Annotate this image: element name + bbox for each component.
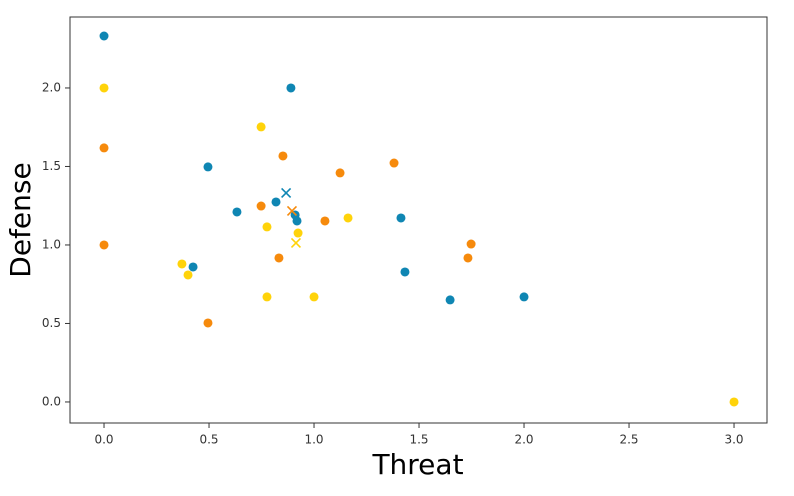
y-tick-label: 0.0 — [42, 394, 61, 408]
y-tick-label: 1.0 — [42, 237, 61, 251]
point — [99, 31, 109, 41]
x-tick-label: 2.5 — [619, 433, 638, 447]
x-tick-label: 0.0 — [94, 433, 113, 447]
y-tick-label: 2.0 — [42, 80, 61, 94]
point-cross — [286, 205, 298, 216]
point — [232, 207, 242, 217]
point-cross — [290, 237, 302, 248]
x-tick-label: 1.5 — [409, 433, 428, 447]
point — [278, 151, 288, 161]
point — [445, 295, 455, 305]
point — [256, 122, 266, 132]
point — [463, 253, 473, 263]
point — [519, 292, 529, 302]
point — [99, 240, 109, 250]
point — [271, 197, 281, 207]
point — [256, 201, 266, 211]
point — [99, 83, 109, 93]
point — [177, 259, 187, 269]
point — [262, 292, 272, 302]
x-axis-title: Threat — [371, 448, 463, 481]
point — [466, 239, 476, 249]
point — [389, 158, 399, 168]
point — [396, 213, 406, 223]
point — [99, 143, 109, 153]
point — [335, 168, 345, 178]
y-axis-title: Defense — [4, 162, 37, 277]
point — [188, 262, 198, 272]
point — [292, 216, 302, 226]
x-tick-label: 3.0 — [724, 433, 743, 447]
point — [729, 397, 739, 407]
plot-frame — [69, 16, 768, 424]
point — [400, 267, 410, 277]
point — [293, 228, 303, 238]
y-tick-label: 0.5 — [42, 316, 61, 330]
x-tick-label: 0.5 — [199, 433, 218, 447]
point — [183, 270, 193, 280]
point — [274, 253, 284, 263]
x-tick-label: 1.0 — [304, 433, 323, 447]
point — [309, 292, 319, 302]
y-tick-label: 1.5 — [42, 159, 61, 173]
point — [286, 83, 296, 93]
point — [203, 318, 213, 328]
x-tick-label: 2.0 — [514, 433, 533, 447]
point-cross — [281, 187, 292, 199]
point — [203, 162, 213, 172]
point — [320, 216, 330, 226]
point — [343, 213, 353, 223]
point — [262, 222, 272, 232]
